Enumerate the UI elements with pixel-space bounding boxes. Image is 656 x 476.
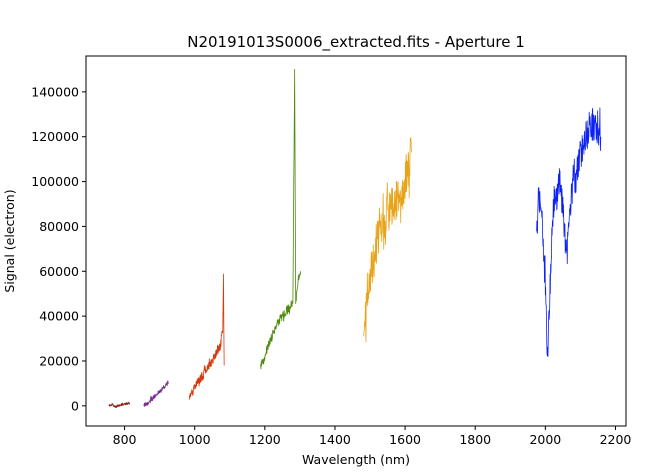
y-tick-label: 140000 [31, 84, 79, 99]
plot-frame [85, 55, 627, 427]
y-tick-label: 100000 [31, 174, 79, 189]
series-line-2 [143, 380, 169, 407]
x-tick-label: 1000 [179, 432, 211, 447]
x-tick-label: 800 [113, 432, 137, 447]
x-tick-label: 1400 [319, 432, 351, 447]
series-line-1 [108, 401, 131, 409]
x-tick-label: 1600 [389, 432, 421, 447]
y-tick-label: 120000 [31, 129, 79, 144]
series-line-4 [260, 68, 301, 370]
x-tick-label: 1200 [249, 432, 281, 447]
y-axis: 0 20000 40000 60000 80000 100000 120000 140000 [31, 84, 86, 413]
y-tick-label: 80000 [39, 219, 79, 234]
x-tick-label: 1800 [459, 432, 491, 447]
series-line-3 [189, 273, 225, 400]
series-layer [108, 68, 602, 409]
x-tick-label: 2200 [600, 432, 632, 447]
x-axis: 800 1000 1200 1400 1600 1800 2000 2200 [113, 426, 632, 447]
y-tick-label: 40000 [39, 309, 79, 324]
series-line-6 [536, 107, 602, 358]
x-axis-label: Wavelength (nm) [302, 452, 410, 467]
series-line-5 [363, 137, 412, 343]
x-tick-label: 2000 [529, 432, 561, 447]
y-tick-label: 60000 [39, 264, 79, 279]
chart-title: N20191013S0006_extracted.fits - Aperture… [187, 33, 525, 52]
y-tick-label: 20000 [39, 353, 79, 368]
y-axis-label: Signal (electron) [2, 189, 17, 292]
y-tick-label: 0 [71, 398, 79, 413]
